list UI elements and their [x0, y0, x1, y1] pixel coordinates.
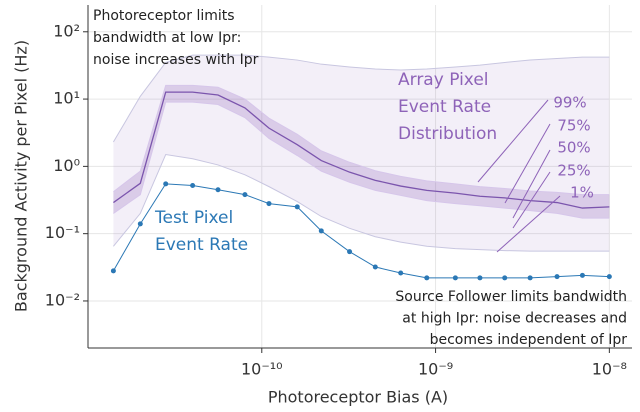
- annotation: at high Ipr: noise decreases and: [402, 311, 627, 327]
- annotation: noise increases with Ipr: [93, 52, 259, 68]
- x-axis-label: Photoreceptor Bias (A): [268, 388, 448, 407]
- y-tick-label: 10¹: [53, 89, 80, 108]
- data-point: [398, 270, 404, 276]
- data-point: [477, 275, 483, 281]
- data-point: [294, 204, 300, 210]
- data-point: [424, 275, 430, 281]
- distribution-label: Event Rate: [398, 97, 491, 117]
- data-point: [527, 275, 533, 281]
- annotation: bandwidth at low Ipr:: [93, 30, 241, 46]
- y-tick-label: 10⁻¹: [45, 223, 80, 242]
- data-point: [318, 228, 324, 234]
- data-point: [110, 268, 116, 274]
- distribution-label: Distribution: [398, 124, 497, 144]
- annotation: Photoreceptor limits: [93, 8, 235, 24]
- data-point: [554, 274, 560, 280]
- y-tick-label: 10²: [53, 21, 80, 40]
- distribution-label: Array Pixel: [398, 70, 489, 90]
- x-tick-label: 10⁻⁹: [418, 360, 453, 379]
- series-label: Test Pixel: [154, 208, 233, 228]
- data-point: [502, 275, 508, 281]
- data-point: [242, 192, 248, 198]
- leader-line: [512, 171, 551, 229]
- leader-line: [477, 99, 549, 183]
- legend-label: 25%: [557, 162, 590, 180]
- annotation: becomes independent of Ipr: [430, 332, 628, 348]
- x-tick-label: 10⁻¹⁰: [241, 360, 283, 379]
- leader-line: [504, 123, 551, 204]
- data-point: [137, 221, 143, 227]
- data-point: [163, 181, 169, 187]
- inner-band: [113, 85, 610, 219]
- legend-label: 50%: [557, 139, 590, 157]
- series-line: [113, 153, 610, 252]
- data-point: [372, 264, 378, 270]
- y-tick-label: 10⁰: [53, 156, 80, 175]
- data-point: [190, 182, 196, 188]
- y-tick-label: 10⁻²: [45, 290, 80, 309]
- legend-label: 1%: [570, 184, 594, 202]
- legend-label: 75%: [557, 117, 590, 135]
- series-line: [113, 101, 610, 219]
- y-axis-label: Background Activity per Pixel (Hz): [12, 40, 31, 312]
- data-point: [452, 275, 458, 281]
- series-line: [112, 54, 610, 143]
- data-point: [606, 274, 612, 280]
- legend-label: 99%: [553, 94, 586, 112]
- leader-line: [512, 149, 551, 219]
- data-point: [215, 187, 221, 193]
- annotation: Source Follower limits bandwidth: [395, 289, 627, 305]
- series-label: Event Rate: [155, 235, 248, 255]
- data-point: [579, 272, 585, 278]
- series-line: [112, 183, 610, 279]
- series-line: [113, 91, 610, 209]
- leader-line: [496, 195, 561, 253]
- data-point: [266, 201, 272, 207]
- series-line: [113, 84, 610, 196]
- x-tick-label: 10⁻⁸: [592, 360, 627, 379]
- data-point: [347, 249, 353, 255]
